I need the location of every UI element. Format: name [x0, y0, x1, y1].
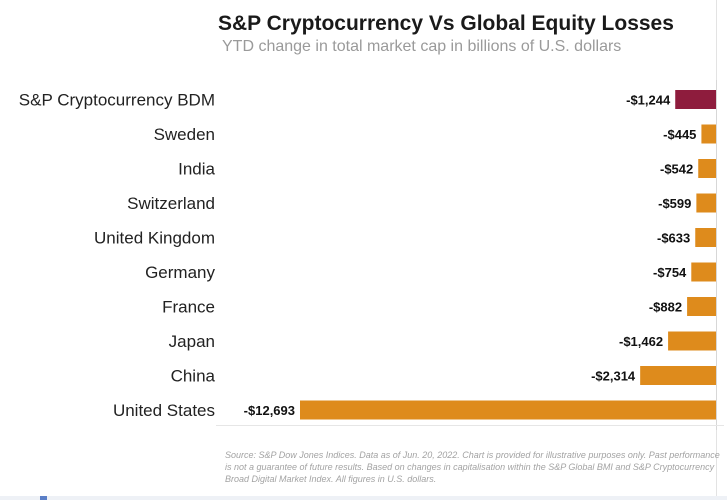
category-label: China [171, 367, 216, 386]
data-label: -$633 [657, 231, 690, 246]
category-label: Germany [145, 263, 215, 282]
data-label: -$754 [653, 265, 687, 280]
data-label: -$1,244 [626, 93, 671, 108]
category-label: S&P Cryptocurrency BDM [19, 91, 215, 110]
category-label: India [178, 160, 215, 179]
chart-subtitle: YTD change in total market cap in billio… [222, 38, 622, 55]
footer-strip [0, 496, 727, 500]
data-label: -$599 [658, 196, 691, 211]
zero-baseline [716, 80, 717, 430]
data-label: -$12,693 [244, 403, 295, 418]
bar [640, 366, 716, 385]
bar [691, 262, 716, 282]
bar [701, 124, 716, 144]
data-label: -$2,314 [591, 369, 636, 384]
bar [698, 159, 716, 178]
category-label: Japan [169, 332, 215, 351]
footer-mark [40, 496, 47, 500]
plot-bottom-rule [216, 425, 724, 426]
data-label: -$1,462 [619, 334, 663, 349]
source-note: Source: S&P Dow Jones Indices. Data as o… [225, 450, 720, 484]
category-label: France [162, 298, 215, 317]
category-label: Sweden [154, 125, 215, 144]
category-label: United States [113, 401, 215, 420]
bar [687, 297, 716, 316]
data-label: -$882 [649, 300, 682, 315]
category-label: United Kingdom [94, 229, 215, 248]
data-label: -$542 [660, 162, 693, 177]
data-label: -$445 [663, 127, 696, 142]
bar [675, 90, 716, 109]
chart-title: S&P Cryptocurrency Vs Global Equity Loss… [218, 12, 674, 35]
bar [695, 228, 716, 247]
bar [668, 331, 716, 351]
bar [696, 193, 716, 213]
bar [300, 400, 716, 420]
category-label: Switzerland [127, 194, 215, 213]
